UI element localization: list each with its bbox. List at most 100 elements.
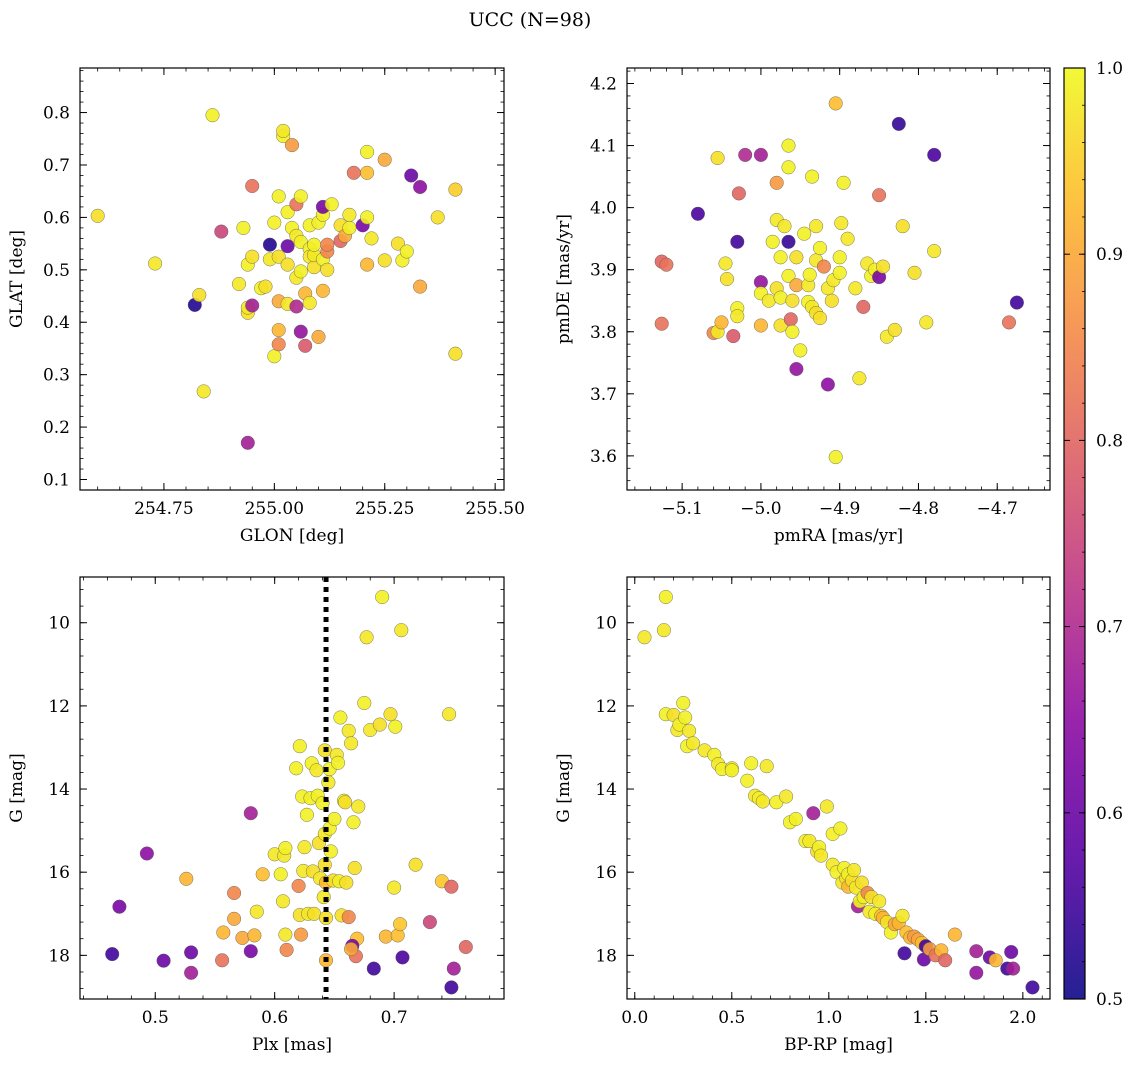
y-tick-label: 14 — [48, 780, 70, 800]
data-point — [360, 165, 375, 180]
data-point — [714, 315, 729, 330]
x-axis-label: Plx [mas] — [252, 1035, 332, 1055]
data-point — [302, 295, 317, 310]
y-tick-label: 3.6 — [590, 447, 617, 467]
y-tick-label: 0.2 — [43, 418, 70, 438]
colorbar-tick-label: 0.8 — [1096, 431, 1123, 451]
scatter-points — [637, 590, 1040, 995]
data-point — [360, 210, 375, 225]
data-point — [105, 947, 120, 962]
data-point — [258, 279, 273, 294]
y-tick-label: 0.4 — [43, 313, 70, 333]
data-point — [205, 108, 220, 123]
data-point — [276, 894, 291, 909]
x-tick-label: 0.7 — [381, 1008, 408, 1028]
y-tick-label: 0.8 — [43, 104, 70, 124]
data-point — [333, 710, 348, 725]
data-point — [346, 165, 361, 180]
data-point — [793, 343, 808, 358]
data-point — [710, 150, 725, 165]
data-point — [809, 219, 824, 234]
data-point — [852, 371, 867, 386]
data-point — [773, 290, 788, 305]
data-point — [969, 944, 984, 959]
panel-bprp-g: 0.0 0.5 1.0 1.5 2.0 10 12 14 16 18 BP-RP [mag] G [m… — [554, 576, 1051, 1055]
data-point — [148, 256, 163, 271]
data-point — [759, 759, 774, 774]
data-point — [331, 755, 346, 770]
data-point — [399, 244, 414, 259]
y-tick-label: 3.7 — [590, 385, 617, 405]
y-tick-label: 0.5 — [43, 261, 70, 281]
data-point — [243, 806, 258, 821]
data-point — [271, 323, 286, 338]
data-point — [919, 315, 934, 330]
data-point — [895, 219, 910, 234]
data-point — [872, 188, 887, 203]
x-tick-label: 0.6 — [261, 1008, 288, 1028]
scatter-points — [105, 590, 473, 995]
data-point — [294, 927, 309, 942]
data-point — [279, 942, 294, 957]
panel-plx-g: 0.5 0.6 0.7 10 12 14 16 18 Plx [mas] G [mag] — [7, 576, 505, 1055]
y-tick-label: 0.3 — [43, 366, 70, 386]
data-point — [947, 927, 962, 942]
data-point — [887, 322, 902, 337]
data-point — [789, 362, 804, 377]
data-point — [744, 756, 759, 771]
data-point — [267, 215, 282, 230]
data-point — [676, 696, 691, 711]
data-point — [360, 144, 375, 159]
data-point — [372, 717, 387, 732]
data-point — [298, 338, 313, 353]
data-point — [139, 846, 154, 861]
data-point — [824, 293, 839, 308]
y-tick-label: 18 — [595, 946, 617, 966]
data-point — [430, 210, 445, 225]
data-point — [1004, 945, 1019, 960]
data-point — [245, 178, 260, 193]
data-point — [1025, 980, 1040, 995]
data-point — [789, 278, 804, 293]
y-tick-label: 4.2 — [590, 75, 617, 95]
y-tick-label: 0.1 — [43, 471, 70, 491]
data-point — [413, 179, 428, 194]
data-point — [393, 917, 408, 932]
colorbar-tick-label: 0.6 — [1096, 804, 1123, 824]
data-point — [112, 899, 127, 914]
data-point — [289, 299, 304, 314]
data-point — [779, 789, 794, 804]
data-point — [832, 250, 847, 265]
data-point — [828, 96, 843, 111]
data-point — [262, 237, 277, 252]
data-point — [927, 244, 942, 259]
data-point — [738, 147, 753, 162]
data-point — [243, 944, 258, 959]
scatter-points — [90, 108, 463, 450]
data-point — [297, 840, 312, 855]
data-point — [797, 226, 812, 241]
y-tick-label: 12 — [48, 697, 70, 717]
data-point — [788, 812, 803, 827]
data-point — [785, 293, 800, 308]
data-point — [394, 623, 409, 638]
data-point — [720, 272, 735, 287]
x-tick-label: 0.0 — [621, 1008, 648, 1028]
data-point — [156, 953, 171, 968]
data-point — [781, 138, 796, 153]
data-point — [271, 249, 286, 264]
y-tick-label: 16 — [595, 863, 617, 883]
data-point — [773, 318, 788, 333]
data-point — [342, 207, 357, 222]
data-point — [773, 250, 788, 265]
data-point — [184, 965, 199, 980]
data-point — [245, 298, 260, 313]
data-point — [179, 871, 194, 886]
x-tick-label: −5.1 — [661, 499, 702, 519]
data-point — [781, 234, 796, 249]
data-point — [192, 288, 207, 303]
x-tick-label: 255.25 — [355, 499, 414, 519]
data-point — [836, 175, 851, 190]
data-point — [320, 262, 335, 277]
